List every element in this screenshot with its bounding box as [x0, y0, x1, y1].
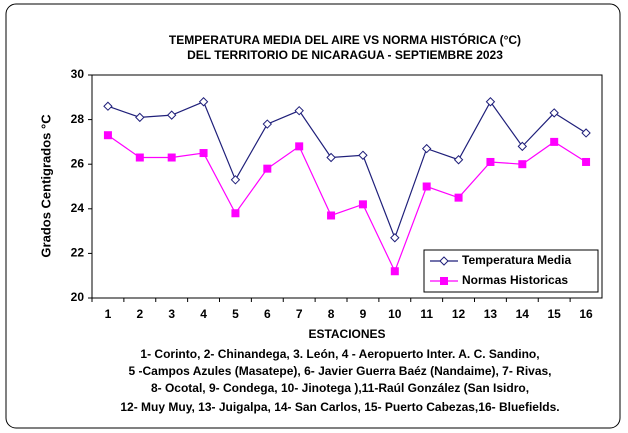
data-point — [230, 175, 241, 185]
legend-marker — [440, 277, 448, 285]
data-point — [166, 110, 177, 120]
data-point — [485, 97, 496, 107]
data-point — [518, 160, 527, 169]
series-line — [107, 100, 587, 240]
data-point — [103, 101, 113, 111]
data-point — [358, 200, 367, 209]
x-tick-label: 3 — [168, 307, 175, 321]
data-point — [549, 108, 559, 118]
data-point — [135, 112, 145, 123]
series-line — [107, 134, 587, 273]
y-axis-label: Grados Centigrados °C — [38, 114, 53, 258]
y-tick-label: 24 — [71, 201, 85, 215]
data-point — [422, 182, 431, 191]
note: 12- Muy Muy, 13- Juigalpa, 14- San Carlo… — [120, 400, 559, 414]
data-point — [199, 149, 208, 158]
y-tick-label: 28 — [71, 112, 85, 126]
data-point — [167, 153, 176, 162]
x-tick-label: 11 — [420, 307, 433, 321]
data-point — [263, 164, 272, 173]
data-point — [550, 137, 559, 146]
y-tick-label: 20 — [71, 290, 85, 304]
x-tick-label: 2 — [136, 307, 143, 321]
x-tick-label: 10 — [388, 307, 402, 321]
data-point — [358, 150, 368, 160]
data-point — [421, 143, 432, 154]
x-tick-label: 15 — [548, 307, 562, 321]
legend-label: Normas Historicas — [462, 273, 568, 287]
data-point — [295, 142, 304, 151]
x-tick-label: 5 — [232, 307, 239, 321]
data-point — [390, 267, 399, 276]
legend-box — [423, 249, 599, 293]
x-tick-label: 7 — [296, 307, 303, 321]
data-point — [517, 141, 528, 152]
data-point — [103, 131, 112, 140]
data-point — [390, 233, 400, 243]
y-tick-label: 26 — [71, 156, 85, 170]
data-point — [582, 157, 591, 166]
x-axis-label: ESTACIONES — [308, 327, 385, 341]
chart-border — [5, 3, 621, 429]
x-tick-label: 13 — [484, 307, 498, 321]
data-point — [581, 128, 591, 138]
legend-label: Temperatura Media — [462, 253, 571, 267]
x-tick-label: 9 — [360, 307, 367, 321]
data-point — [326, 152, 336, 163]
data-point — [327, 211, 336, 220]
data-point — [135, 153, 144, 162]
chart-title: TEMPERATURA MEDIA DEL AIRE VS NORMA HIST… — [169, 32, 521, 47]
chart-title: DEL TERRITORIO DE NICARAGUA - SEPTIEMBRE… — [187, 48, 503, 62]
note: 8- Ocotal, 9- Condega, 10- Jinotega ),11… — [151, 381, 529, 395]
y-tick-label: 30 — [71, 67, 85, 81]
x-tick-label: 14 — [516, 307, 530, 321]
note: 5 -Campos Azules (Masatepe), 6- Javier G… — [128, 364, 551, 378]
data-point — [294, 105, 304, 116]
x-tick-label: 8 — [328, 307, 335, 321]
legend-marker — [439, 256, 449, 266]
data-point — [231, 209, 240, 218]
data-point — [262, 119, 273, 129]
x-tick-label: 12 — [452, 307, 466, 321]
y-tick-label: 22 — [71, 246, 85, 260]
data-point — [486, 157, 495, 166]
note: 1- Corinto, 2- Chinandega, 3. León, 4 - … — [140, 347, 539, 361]
x-tick-label: 1 — [105, 307, 112, 321]
data-point — [198, 97, 209, 107]
x-tick-label: 16 — [579, 307, 593, 321]
x-tick-label: 4 — [200, 307, 207, 321]
data-point — [454, 193, 463, 202]
x-tick-label: 6 — [264, 307, 271, 321]
data-point — [453, 155, 464, 165]
